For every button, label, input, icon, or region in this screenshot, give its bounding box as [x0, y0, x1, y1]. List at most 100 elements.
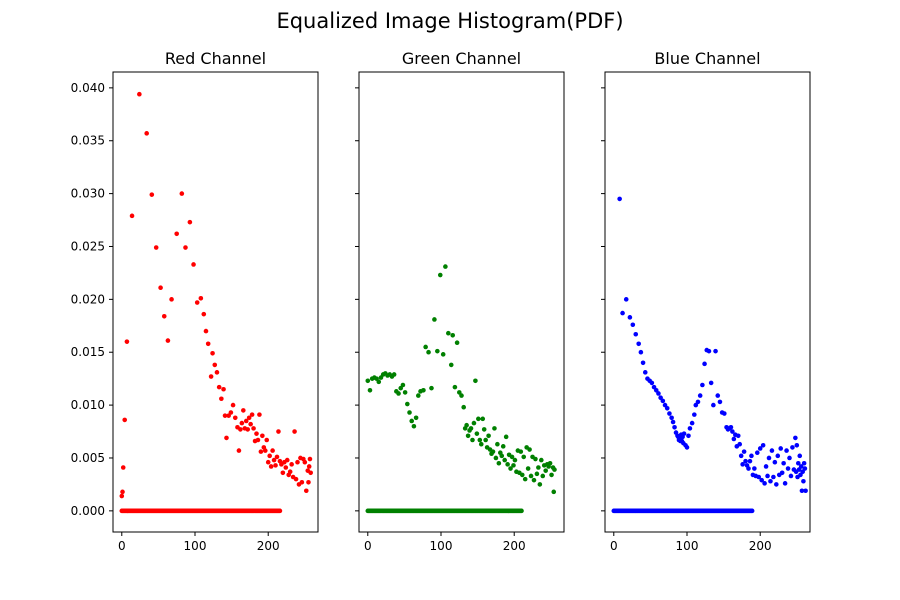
red-data-point [232, 415, 238, 421]
red-data-point [203, 328, 209, 334]
green-data-point [483, 437, 488, 443]
red-y-tick-label: 0.040 [71, 81, 105, 95]
red-data-point [210, 350, 215, 356]
blue-data-point [778, 446, 784, 451]
blue-data-point [656, 391, 661, 396]
blue-data-point [706, 348, 712, 354]
blue-data-point [642, 370, 648, 375]
green-data-point [429, 385, 434, 391]
green-data-point [527, 447, 532, 452]
green-data-point [461, 404, 467, 410]
green-data-point [512, 457, 518, 463]
blue-channel-frame [604, 71, 811, 533]
blue-data-point [743, 458, 748, 464]
blue-data-point [684, 445, 690, 450]
green-data-point [376, 379, 382, 385]
red-x-tick-label: 200 [257, 539, 280, 553]
green-data-point [421, 388, 426, 393]
red-data-point [174, 231, 179, 237]
green-data-point [391, 372, 397, 377]
green-data-point [416, 393, 421, 398]
red-data-point [129, 213, 135, 219]
red-channel-points [119, 91, 313, 514]
blue-data-point [801, 460, 807, 466]
blue-data-point [640, 360, 646, 366]
blue-data-point [623, 297, 629, 302]
green-x-tick-label: 100 [430, 539, 453, 553]
blue-data-point [788, 473, 794, 479]
red-data-point [230, 402, 236, 408]
blue-data-point [795, 460, 801, 466]
red-channel-title: Red Channel [165, 49, 266, 68]
red-data-point [287, 469, 293, 475]
blue-data-point [784, 448, 789, 453]
red-data-point [274, 454, 280, 460]
green-data-point [531, 477, 537, 483]
green-data-point [495, 441, 500, 447]
blue-data-point [697, 393, 703, 398]
red-y-tick-label: 0.000 [71, 504, 105, 518]
blue-data-point [713, 348, 718, 354]
red-data-point [280, 470, 286, 476]
blue-channel-points [611, 196, 808, 514]
red-data-point [201, 311, 207, 317]
blue-data-point [752, 466, 757, 471]
green-data-point [503, 434, 509, 440]
red-data-point [119, 493, 125, 499]
blue-data-point [782, 481, 788, 486]
red-channel-plot: Red Channel 0 100 2000.0000.0050.0100.0150… [71, 49, 319, 553]
red-data-point [238, 427, 243, 432]
blue-data-point [772, 459, 778, 465]
red-data-point [268, 464, 274, 469]
blue-data-point [711, 402, 716, 408]
blue-data-point [779, 470, 785, 476]
red-data-point [194, 300, 200, 305]
red-data-point [306, 464, 312, 469]
blue-data-point [620, 310, 625, 316]
blue-data-point [738, 453, 744, 459]
red-data-point [228, 410, 234, 415]
red-data-point [158, 285, 163, 291]
green-data-point [450, 333, 456, 338]
red-data-point [265, 459, 271, 465]
green-x-tick-label: 200 [503, 539, 526, 553]
blue-data-point [692, 412, 697, 417]
red-data-point [258, 449, 264, 454]
green-data-point [496, 460, 502, 466]
blue-data-point [754, 450, 760, 455]
red-data-point [137, 91, 142, 97]
green-data-point [477, 437, 483, 443]
blue-data-point [740, 462, 745, 467]
green-data-point [551, 489, 557, 495]
red-data-point [248, 421, 253, 427]
red-data-point [289, 462, 294, 467]
blue-data-point [686, 433, 691, 439]
blue-zero-point [749, 508, 755, 514]
blue-data-point [799, 488, 805, 494]
blue-x-tick-label: 200 [749, 539, 772, 553]
green-data-point [443, 264, 448, 269]
blue-data-point [717, 399, 723, 405]
blue-data-point [672, 425, 677, 430]
red-data-point [308, 470, 313, 476]
blue-data-point [638, 349, 644, 355]
red-x-tick-label: 100 [184, 539, 207, 553]
blue-data-point [731, 436, 737, 442]
red-data-point [120, 465, 126, 470]
blue-data-point [687, 426, 693, 431]
red-y-tick-label: 0.020 [71, 292, 105, 306]
blue-data-point [766, 455, 772, 461]
green-data-point [423, 344, 428, 350]
blue-data-point [730, 429, 735, 434]
green-data-point [537, 482, 543, 487]
green-data-point [476, 416, 481, 422]
green-data-point [411, 423, 417, 429]
red-data-point [273, 463, 278, 468]
red-data-point [153, 245, 159, 250]
blue-data-point [775, 453, 781, 459]
green-data-point [508, 466, 513, 471]
blue-data-point [741, 449, 747, 454]
blue-data-point [771, 474, 776, 480]
